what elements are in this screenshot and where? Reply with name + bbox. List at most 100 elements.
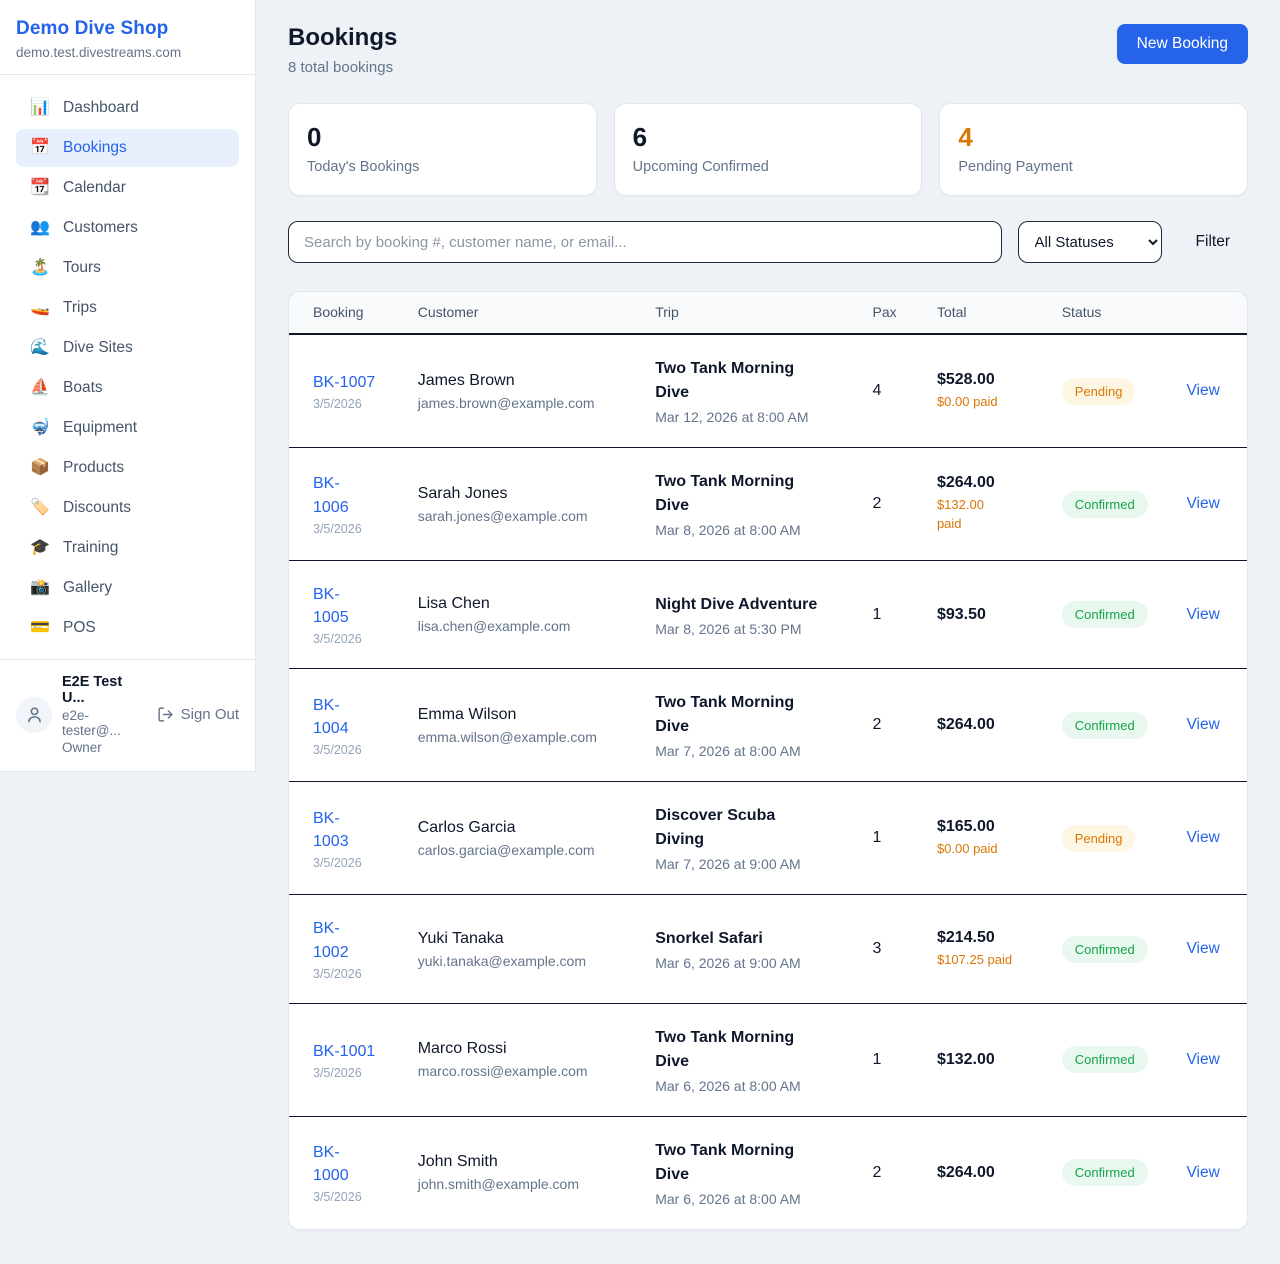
total-amount: $132.00 bbox=[936, 1050, 995, 1068]
view-link[interactable]: View bbox=[1186, 716, 1220, 734]
trip-datetime: Mar 7, 2026 at 9:00 AM bbox=[655, 856, 801, 873]
booking-date: 3/5/2026 bbox=[313, 743, 362, 758]
trip-datetime: Mar 6, 2026 at 8:00 AM bbox=[655, 1190, 801, 1207]
sidebar-item-label: POS bbox=[63, 619, 96, 636]
tear-off-calendar-icon: 📆 bbox=[30, 179, 50, 196]
sidebar-item-trips[interactable]: 🚤 Trips bbox=[16, 289, 239, 327]
pax-count: 1 bbox=[856, 1002, 921, 1117]
sidebar-item-label: Tours bbox=[63, 259, 101, 276]
sidebar-item-bookings[interactable]: 📅 Bookings bbox=[16, 129, 239, 167]
total-amount: $264.00 bbox=[936, 474, 995, 492]
status-badge: Confirmed bbox=[1061, 601, 1148, 629]
customer-email: marco.rossi@example.com bbox=[417, 1063, 588, 1080]
total-amount: $528.00 bbox=[936, 370, 995, 388]
booking-id-link[interactable]: BK-1007 bbox=[313, 373, 376, 391]
view-link[interactable]: View bbox=[1186, 382, 1220, 399]
view-link[interactable]: View bbox=[1186, 1050, 1220, 1068]
customer-email: john.smith@example.com bbox=[417, 1176, 579, 1193]
table-row: BK-1001 3/5/2026 Marco Rossi marco.rossi… bbox=[289, 1002, 1247, 1117]
booking-id-link[interactable]: BK- 1006 bbox=[313, 475, 349, 516]
status-filter-select[interactable]: All Statuses bbox=[1017, 221, 1162, 263]
booking-id-link[interactable]: BK- 1004 bbox=[313, 696, 349, 737]
sidebar-item-equipment[interactable]: 🤿 Equipment bbox=[16, 409, 239, 447]
avatar bbox=[16, 696, 52, 733]
sidebar-item-gallery[interactable]: 📸 Gallery bbox=[16, 569, 239, 607]
table-row: BK- 1005 3/5/2026 Lisa Chen lisa.chen@ex… bbox=[289, 559, 1247, 669]
sidebar-item-products[interactable]: 📦 Products bbox=[16, 449, 239, 487]
customer-name: John Smith bbox=[417, 1153, 498, 1171]
user-email: e2e-tester@... bbox=[62, 708, 121, 738]
customer-name: Sarah Jones bbox=[417, 484, 508, 502]
total-amount: $264.00 bbox=[936, 716, 995, 734]
stat-card-upcoming-confirmed: 6 Upcoming Confirmed bbox=[613, 103, 923, 196]
view-link[interactable]: View bbox=[1186, 495, 1220, 512]
stat-value: 4 bbox=[958, 122, 973, 152]
sidebar-item-dashboard[interactable]: 📊 Dashboard bbox=[16, 89, 239, 127]
pax-count: 3 bbox=[856, 894, 921, 1004]
bar-chart-icon: 📊 bbox=[30, 99, 50, 116]
customer-name: Marco Rossi bbox=[417, 1040, 507, 1058]
sidebar-item-calendar[interactable]: 📆 Calendar bbox=[16, 169, 239, 207]
booking-id-link[interactable]: BK- 1000 bbox=[313, 1144, 349, 1185]
sidebar-item-discounts[interactable]: 🏷️ Discounts bbox=[16, 489, 239, 527]
table-row: BK- 1003 3/5/2026 Carlos Garcia carlos.g… bbox=[289, 781, 1247, 895]
trip-name: Night Dive Adventure bbox=[655, 595, 818, 613]
sidebar-item-training[interactable]: 🎓 Training bbox=[16, 529, 239, 567]
shop-name: Demo Dive Shop bbox=[16, 18, 169, 39]
status-badge: Confirmed bbox=[1061, 711, 1148, 739]
new-booking-button[interactable]: New Booking bbox=[1116, 24, 1248, 64]
sidebar-item-boats[interactable]: ⛵ Boats bbox=[16, 369, 239, 407]
sidebar-item-customers[interactable]: 👥 Customers bbox=[16, 209, 239, 247]
paid-amount: $107.25 paid bbox=[936, 951, 1013, 967]
sidebar-header: Demo Dive Shop demo.test.divestreams.com bbox=[0, 0, 255, 75]
booking-date: 3/5/2026 bbox=[313, 521, 362, 536]
view-link[interactable]: View bbox=[1186, 940, 1220, 958]
view-link[interactable]: View bbox=[1186, 829, 1220, 847]
view-link[interactable]: View bbox=[1186, 1163, 1220, 1181]
status-badge: Confirmed bbox=[1061, 1159, 1148, 1187]
stat-label: Pending Payment bbox=[958, 159, 1073, 175]
total-amount: $93.50 bbox=[936, 605, 986, 623]
customer-name: Emma Wilson bbox=[417, 705, 517, 723]
sign-out-label: Sign Out bbox=[180, 706, 239, 723]
page-header: Bookings 8 total bookings New Booking bbox=[288, 24, 1248, 76]
booking-id-link[interactable]: BK- 1005 bbox=[313, 586, 349, 627]
user-name: E2E Test U... bbox=[62, 674, 123, 706]
stat-label: Today's Bookings bbox=[307, 159, 420, 175]
trip-name: Two Tank Morning Dive bbox=[655, 473, 795, 514]
filter-controls: All Statuses Filter bbox=[288, 221, 1248, 263]
sign-out-button[interactable]: Sign Out bbox=[157, 706, 239, 723]
search-input[interactable] bbox=[288, 221, 1002, 263]
customer-email: sarah.jones@example.com bbox=[417, 507, 588, 524]
page-title: Bookings bbox=[288, 24, 398, 51]
booking-id-link[interactable]: BK- 1003 bbox=[313, 809, 349, 850]
booking-id-link[interactable]: BK-1001 bbox=[313, 1042, 376, 1060]
sidebar-nav: 📊 Dashboard 📅 Bookings 📆 Calendar 👥 Cust… bbox=[0, 75, 255, 659]
pax-count: 4 bbox=[872, 382, 882, 399]
view-link[interactable]: View bbox=[1186, 605, 1220, 623]
island-icon: 🏝️ bbox=[30, 259, 50, 276]
trip-datetime: Mar 7, 2026 at 8:00 AM bbox=[655, 743, 801, 760]
customer-email: emma.wilson@example.com bbox=[417, 728, 597, 745]
column-header-actions bbox=[1170, 292, 1247, 335]
calendar-icon: 📅 bbox=[30, 139, 50, 156]
column-header-pax: Pax bbox=[856, 292, 921, 335]
column-header-status: Status bbox=[1045, 292, 1171, 335]
pax-count: 2 bbox=[856, 447, 921, 561]
sidebar-item-label: Discounts bbox=[63, 499, 132, 516]
sidebar-item-label: Dashboard bbox=[63, 99, 139, 116]
sidebar-item-label: Dive Sites bbox=[63, 339, 133, 356]
booking-id-link[interactable]: BK- 1002 bbox=[313, 920, 349, 961]
trip-datetime: Mar 6, 2026 at 9:00 AM bbox=[655, 955, 801, 972]
sidebar-item-pos[interactable]: 💳 POS bbox=[16, 609, 239, 647]
customer-name: Yuki Tanaka bbox=[417, 929, 504, 947]
trip-name: Two Tank Morning Dive bbox=[655, 1028, 795, 1070]
stat-card-pending-payment: 4 Pending Payment bbox=[939, 103, 1249, 196]
sidebar-item-dive-sites[interactable]: 🌊 Dive Sites bbox=[16, 329, 239, 367]
table-row: BK- 1002 3/5/2026 Yuki Tanaka yuki.tanak… bbox=[289, 894, 1247, 1004]
sidebar-item-tours[interactable]: 🏝️ Tours bbox=[16, 249, 239, 287]
stats-row: 0 Today's Bookings 6 Upcoming Confirmed … bbox=[288, 103, 1249, 196]
filter-button[interactable]: Filter bbox=[1178, 225, 1248, 259]
credit-card-icon: 💳 bbox=[30, 619, 50, 636]
